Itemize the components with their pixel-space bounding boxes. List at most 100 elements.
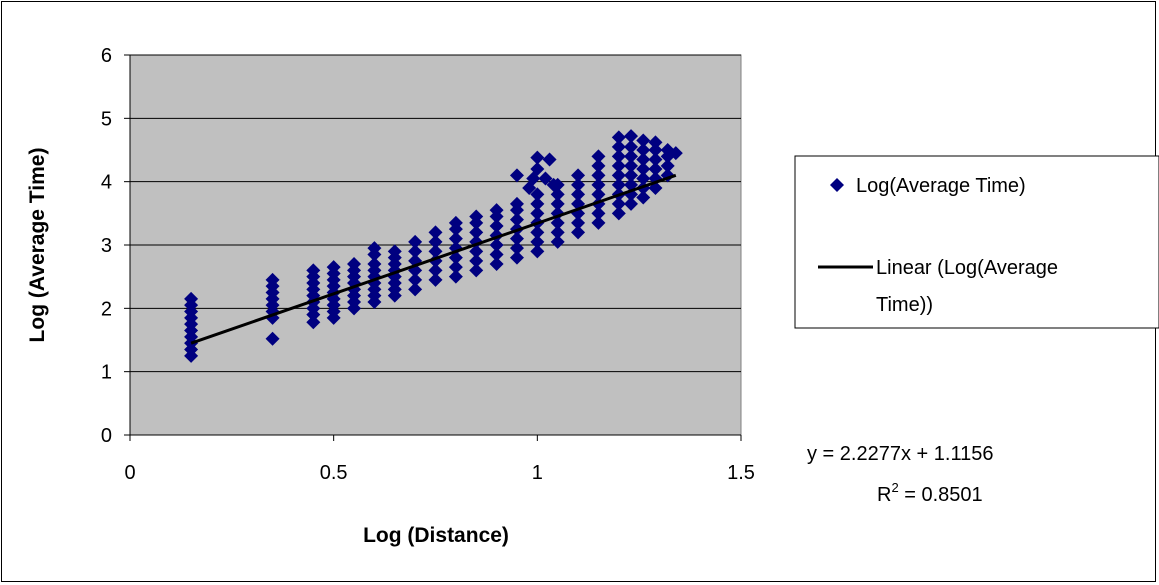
scatter-point (509, 250, 524, 265)
scatter-point (448, 215, 463, 230)
scatter-point (668, 146, 683, 161)
scatter-point (611, 168, 626, 183)
scatter-point (530, 225, 545, 240)
scatter-point (530, 162, 545, 176)
scatter-point (448, 231, 463, 246)
y-tick-label: 4 (101, 172, 112, 194)
scatter-point (591, 206, 606, 221)
scatter-point (660, 158, 675, 173)
scatter-point (571, 225, 586, 240)
scatter-point (550, 187, 565, 202)
scatter-point (428, 263, 443, 278)
scatter-point (408, 234, 423, 249)
scatter-point (530, 206, 545, 221)
scatter-point (489, 238, 504, 252)
scatter-point (489, 203, 504, 218)
legend-diamond-icon (830, 178, 844, 192)
scatter-point (184, 291, 199, 306)
scatter-point (542, 152, 557, 167)
scatter-point (530, 187, 545, 202)
scatter-point (265, 272, 280, 287)
axes (124, 54, 742, 441)
x-tick-label: 1.5 (727, 462, 755, 484)
scatter-point (489, 247, 504, 262)
scatter-point (469, 253, 484, 268)
scatter-point (550, 177, 565, 192)
scatter-point (648, 162, 663, 176)
scatter-point (367, 241, 382, 256)
r-squared-sup: 2 (891, 480, 898, 495)
scatter-point (489, 219, 504, 233)
scatter-point (530, 234, 545, 249)
scatter-point (530, 244, 545, 259)
x-tick-labels: 0 0.5 1 1.5 (124, 462, 754, 484)
scatter-point (611, 196, 626, 211)
y-tick-label: 2 (101, 298, 112, 320)
scatter-point (408, 244, 423, 259)
y-tick-labels: 0 1 2 3 4 5 6 (101, 45, 112, 447)
y-tick-label: 5 (101, 108, 112, 130)
scatter-point (428, 225, 443, 240)
scatter-point (408, 272, 423, 287)
scatter-point (611, 139, 626, 154)
scatter-point (428, 234, 443, 249)
scatter-point (448, 260, 463, 275)
x-axis-title: Log (Distance) (363, 524, 509, 547)
scatter-point (408, 282, 423, 297)
data-points (184, 129, 683, 363)
scatter-point (448, 269, 463, 284)
scatter-point (636, 133, 651, 148)
x-tick-label: 0 (124, 462, 135, 484)
scatter-point (591, 215, 606, 230)
scatter-point (306, 263, 321, 278)
scatter-point (624, 158, 639, 173)
trend-equation: y = 2.2277x + 1.1156 (807, 443, 993, 465)
scatter-point (550, 196, 565, 211)
scatter-point (624, 149, 639, 164)
scatter-point (611, 130, 626, 145)
scatter-point (489, 257, 504, 271)
y-tick-label: 0 (101, 425, 112, 447)
scatter-point (469, 225, 484, 240)
r-squared-prefix: R (877, 484, 891, 506)
scatter-point (387, 244, 402, 259)
scatter-point (624, 139, 639, 154)
scatter-point (648, 135, 663, 150)
legend: Log(Average Time) Linear (Log(Average Ti… (794, 155, 1159, 329)
scatter-point (591, 149, 606, 164)
r-squared: R2 = 0.8501 (877, 480, 983, 506)
scatter-point (538, 171, 553, 186)
scatter-point (367, 257, 382, 271)
legend-label-linear-line1: Linear (Log(Average (876, 257, 1058, 279)
scatter-point (591, 177, 606, 192)
scatter-point (469, 263, 484, 278)
scatter-point (636, 190, 651, 205)
scatter-point (571, 215, 586, 230)
scatter-point (469, 244, 484, 259)
legend-label-scatter: Log(Average Time) (856, 175, 1026, 197)
scatter-point (591, 158, 606, 173)
scatter-point (571, 168, 586, 183)
scatter-point (550, 234, 565, 249)
legend-box (794, 155, 1159, 329)
scatter-point (550, 225, 565, 240)
scatter-point (306, 315, 321, 330)
scatter-point (611, 177, 626, 192)
x-tick-label: 1 (532, 462, 543, 484)
scatter-point (428, 272, 443, 287)
scatter-point (530, 150, 545, 165)
scatter-point (624, 129, 639, 144)
scatter-point (591, 168, 606, 183)
scatter-point (428, 244, 443, 259)
scatter-point (326, 260, 341, 275)
scatter-point (571, 187, 586, 202)
scatter-point (624, 196, 639, 211)
scatter-point (509, 212, 524, 227)
y-tick-label: 6 (101, 45, 112, 67)
scatter-point (509, 168, 524, 183)
scatter-point (636, 143, 651, 157)
scatter-point (611, 158, 626, 173)
scatter-point (469, 209, 484, 224)
scatter-point (509, 196, 524, 211)
scatter-point (636, 152, 651, 167)
